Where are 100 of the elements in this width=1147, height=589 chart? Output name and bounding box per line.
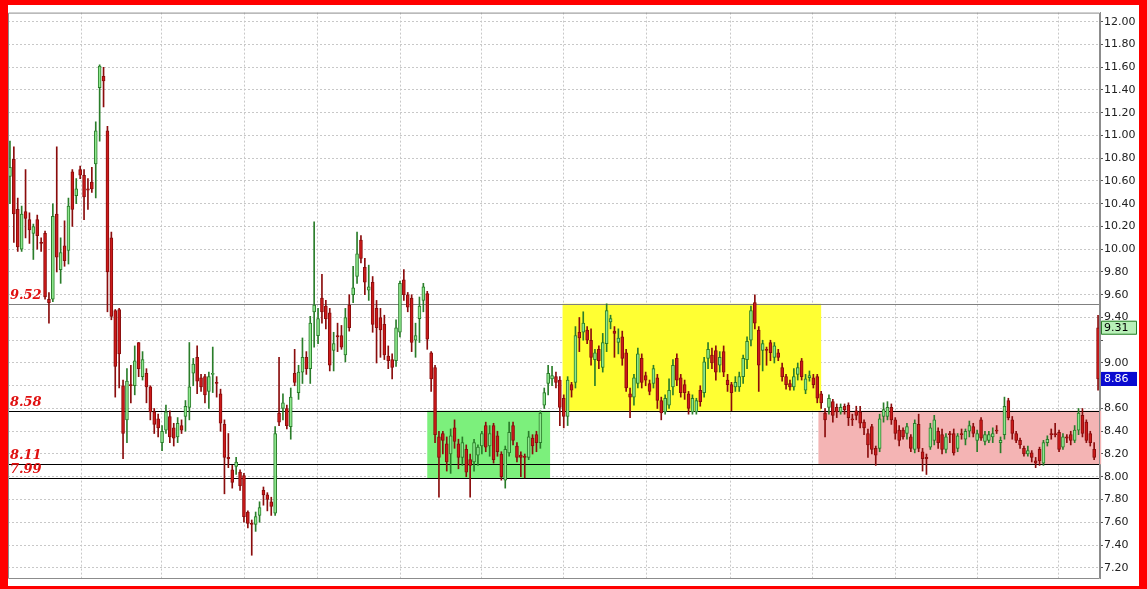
- candlestick: [347, 294, 352, 332]
- candlestick: [394, 319, 398, 367]
- candlestick: [912, 419, 917, 454]
- candlestick: [269, 496, 274, 516]
- candlestick: [979, 417, 983, 441]
- candlestick: [277, 356, 281, 426]
- candlestick: [468, 453, 472, 498]
- candlestick: [156, 413, 160, 438]
- candlestick: [242, 473, 246, 523]
- y-tick-label: 8.20: [1104, 446, 1129, 460]
- candlestick: [230, 465, 235, 489]
- candlestick: [285, 404, 289, 430]
- candlestick: [706, 342, 710, 370]
- candlestick: [363, 258, 367, 296]
- candlestick: [54, 146, 59, 273]
- candlestick: [862, 419, 866, 435]
- candlestick: [784, 374, 788, 390]
- candlestick: [12, 146, 16, 243]
- ref-line-label: 7.99: [10, 461, 42, 477]
- candlestick: [717, 351, 722, 373]
- candlestick: [667, 378, 671, 409]
- candlestick: [121, 379, 125, 459]
- candlestick: [702, 356, 706, 398]
- y-tick-label: 11.20: [1104, 105, 1136, 119]
- y-tick-label: 7.80: [1104, 492, 1129, 506]
- candlestick: [8, 140, 12, 205]
- candlestick: [125, 368, 129, 443]
- candlestick: [78, 165, 82, 180]
- candlestick: [870, 424, 874, 455]
- candlestick: [788, 379, 792, 391]
- candlestick: [983, 430, 987, 446]
- candlestick: [355, 231, 359, 284]
- candlestick: [1018, 437, 1022, 449]
- candlestick: [990, 427, 995, 443]
- candlestick: [987, 430, 991, 443]
- ref-line-label: 8.11: [10, 447, 42, 463]
- candlestick: [281, 393, 285, 421]
- candlestick: [51, 203, 55, 302]
- candlestick: [932, 414, 937, 446]
- candlestick: [117, 308, 121, 389]
- candlestick: [288, 387, 293, 440]
- candlestick: [335, 322, 340, 352]
- y-tick-label: 9.60: [1104, 287, 1129, 301]
- candlestick: [199, 374, 203, 392]
- candlestick: [975, 429, 979, 453]
- candlestick: [866, 428, 870, 458]
- candlestick: [550, 366, 554, 387]
- text: 8.86: [1104, 371, 1129, 385]
- candlestick: [246, 510, 250, 529]
- candlestick: [47, 292, 51, 324]
- candlestick: [1026, 445, 1030, 457]
- candlestick: [359, 235, 363, 264]
- candlestick: [639, 353, 644, 389]
- y-tick-label: 7.40: [1104, 537, 1129, 551]
- candlestick: [234, 457, 238, 475]
- candlestick: [581, 311, 586, 341]
- candlestick: [589, 328, 593, 366]
- candlestick: [168, 410, 172, 443]
- candlestick: [753, 294, 757, 330]
- candlestick: [476, 444, 480, 466]
- candlestick: [823, 408, 827, 438]
- ref-line-label: 8.58: [10, 394, 42, 410]
- candlestick: [433, 364, 437, 443]
- y-tick-label: 7.60: [1104, 515, 1129, 529]
- candlestick: [901, 427, 905, 440]
- candlestick: [1061, 433, 1065, 450]
- candlestick: [480, 430, 484, 455]
- candlestick: [909, 434, 913, 453]
- candlestick: [741, 354, 745, 384]
- candlestick: [944, 433, 948, 454]
- candlestick: [971, 422, 976, 438]
- candlestick: [1029, 450, 1034, 463]
- candlestick: [195, 345, 199, 395]
- y-tick-label: 11.00: [1104, 128, 1136, 142]
- candlestick: [749, 305, 753, 347]
- candlestick: [632, 374, 636, 406]
- candlestick: [519, 451, 523, 478]
- candlestick: [994, 425, 999, 434]
- candlestick: [936, 427, 940, 449]
- y-tick-label: 9.80: [1104, 264, 1129, 278]
- candlestick: [834, 403, 839, 418]
- candlestick: [940, 428, 944, 455]
- candlestick: [1065, 434, 1069, 443]
- candlestick: [164, 404, 168, 434]
- candlestick: [710, 347, 714, 370]
- candlestick: [1068, 430, 1073, 446]
- candlestick: [90, 166, 94, 193]
- candlestick: [132, 345, 137, 396]
- y-tick-label: 10.60: [1104, 173, 1136, 187]
- y-tick-label: 8.00: [1104, 469, 1129, 483]
- candlestick: [905, 422, 909, 440]
- candlestick: [585, 326, 589, 344]
- candlestick: [425, 290, 430, 350]
- candlestick: [636, 347, 640, 389]
- candlestick: [320, 273, 324, 324]
- candlestick: [351, 265, 355, 304]
- y-tick-label: 10.20: [1104, 219, 1136, 233]
- candlestick: [663, 394, 667, 415]
- candlestick: [238, 469, 242, 491]
- candlestick: [429, 351, 433, 392]
